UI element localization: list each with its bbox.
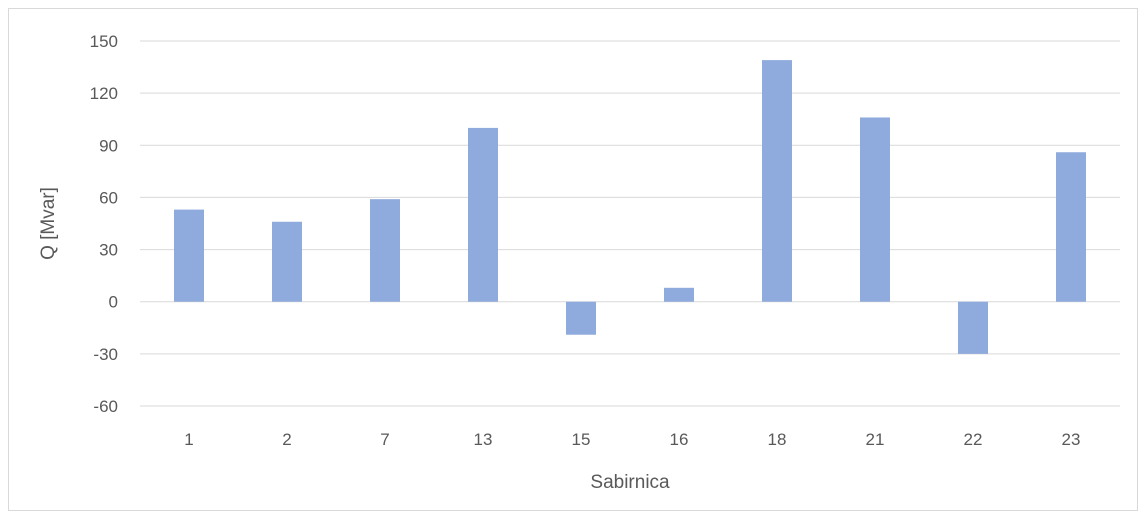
y-tick-label: 120 <box>90 84 118 103</box>
x-tick-label: 15 <box>572 430 591 449</box>
bar-15 <box>566 301 596 335</box>
bar-23 <box>1056 152 1086 302</box>
y-tick-label: 30 <box>99 241 118 260</box>
x-tick-label: 21 <box>866 430 885 449</box>
y-tick-label: 60 <box>99 188 118 207</box>
y-axis-ticks: -60 -30 0 30 60 90 120 150 <box>90 32 118 416</box>
x-tick-label: 23 <box>1062 430 1081 449</box>
x-tick-label: 2 <box>282 430 291 449</box>
bar-13 <box>468 127 498 302</box>
y-tick-label: -60 <box>93 397 118 416</box>
gridlines <box>140 40 1120 407</box>
x-tick-label: 7 <box>380 430 389 449</box>
x-tick-label: 22 <box>964 430 983 449</box>
bar-16 <box>664 287 694 302</box>
bar-18 <box>762 60 792 302</box>
bar-7 <box>370 199 400 302</box>
y-tick-label: 90 <box>99 136 118 155</box>
x-tick-label: 18 <box>768 430 787 449</box>
x-tick-label: 16 <box>670 430 689 449</box>
bars <box>174 60 1086 354</box>
bar-2 <box>272 221 302 302</box>
bar-21 <box>860 117 890 302</box>
x-tick-label: 13 <box>474 430 493 449</box>
y-axis-title: Q [Mvar] <box>38 187 59 260</box>
bar-22 <box>958 301 988 354</box>
bar-1 <box>174 209 204 302</box>
x-axis-title: Sabirnica <box>590 472 670 493</box>
x-tick-label: 1 <box>184 430 193 449</box>
y-tick-label: 150 <box>90 32 118 51</box>
y-tick-label: 0 <box>109 293 118 312</box>
y-tick-label: -30 <box>93 345 118 364</box>
x-axis-ticks: 1 2 7 13 15 16 18 21 22 23 <box>184 430 1080 449</box>
